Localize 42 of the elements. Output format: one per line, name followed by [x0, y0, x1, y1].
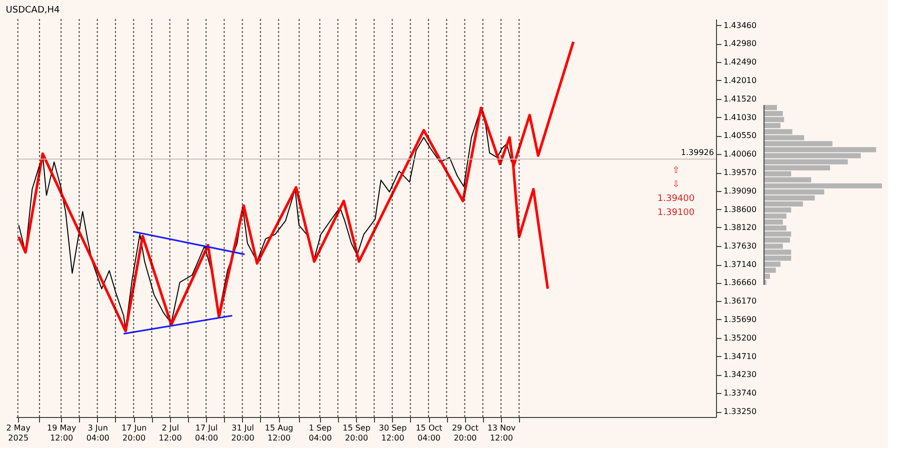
y-tick-label: 1.34710: [724, 352, 757, 361]
x-tick-label: 3 Jun 04:00: [86, 424, 110, 442]
x-tick-label: 15 Sep 20:00: [342, 424, 370, 442]
y-tick-label: 1.42010: [724, 76, 757, 85]
y-tick-label: 1.33250: [724, 407, 757, 416]
chart-title: USDCAD,H4: [6, 6, 60, 16]
x-tick-label: 17 Jun 20:00: [121, 424, 147, 442]
annotation: 1.39400: [657, 194, 695, 204]
y-tick-label: 1.41520: [724, 94, 757, 104]
x-tick-label: 13 Nov 12:00: [487, 424, 516, 442]
y-tick-label: 1.43460: [724, 20, 757, 30]
y-tick-label: 1.33740: [724, 388, 757, 398]
y-tick-label: 1.42490: [724, 58, 757, 67]
x-tick-label: 15 Aug 12:00: [264, 424, 294, 442]
y-tick-label: 1.34230: [724, 370, 757, 380]
y-tick-label: 1.35200: [724, 333, 757, 342]
ref-line-label: 1.39926: [680, 148, 714, 158]
x-tick-label: 15 Oct 04:00: [416, 424, 442, 442]
y-tick-label: 1.41030: [724, 112, 757, 122]
y-tick-label: 1.42980: [724, 39, 757, 48]
x-tick-label: 17 Jul 04:00: [195, 424, 218, 442]
y-tick-label: 1.39090: [724, 186, 757, 196]
annotation: ⇧: [672, 166, 680, 176]
y-tick-label: 1.39570: [724, 168, 757, 178]
y-tick-label: 1.36170: [724, 296, 757, 306]
x-tick-label: 2 Jul 12:00: [158, 424, 182, 442]
y-tick-label: 1.36660: [724, 278, 757, 288]
x-tick-label: 1 Sep 04:00: [308, 424, 332, 442]
y-tick-label: 1.40550: [724, 131, 757, 140]
x-tick-label: 19 May 12:00: [46, 424, 76, 442]
x-tick-label: 29 Oct 20:00: [452, 424, 479, 442]
y-tick-label: 1.37630: [724, 241, 757, 250]
x-tick-label: 30 Sep 12:00: [378, 424, 407, 442]
annotation: 1.39100: [657, 208, 695, 218]
x-tick-label: 31 Jul 20:00: [231, 424, 254, 442]
y-tick-label: 1.38600: [724, 204, 757, 214]
y-tick-label: 1.35690: [724, 314, 757, 324]
y-tick-label: 1.40060: [724, 150, 757, 159]
x-tick-label: 2 May 2025: [6, 424, 31, 442]
annotation: ⇩: [672, 180, 680, 190]
y-tick-label: 1.38120: [724, 222, 757, 232]
y-tick-label: 1.37140: [724, 260, 757, 270]
